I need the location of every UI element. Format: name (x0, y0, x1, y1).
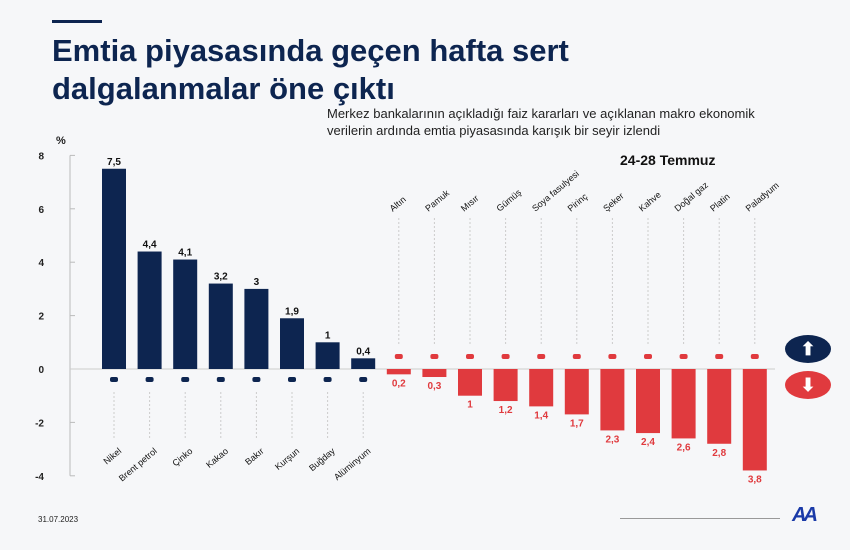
chart-subtitle: Merkez bankalarının açıkladığı faiz kara… (327, 106, 755, 138)
y-tick-label: -4 (35, 472, 44, 483)
bar-Kahve (636, 369, 660, 434)
commodity-icon (430, 354, 439, 359)
value-label: 1,9 (285, 306, 299, 317)
bar-Paladyum (742, 369, 767, 471)
arrow-down-icon: ⬇ (785, 371, 831, 399)
value-label: 1 (467, 400, 473, 411)
category-label: Mısır (459, 193, 481, 214)
commodity-icon (466, 354, 474, 359)
value-label: 1,7 (570, 418, 584, 429)
category-label: Çinko (170, 446, 194, 468)
y-tick-label: -2 (35, 418, 44, 429)
bar-Şeker (600, 369, 625, 431)
footer-divider (620, 518, 780, 519)
category-label: Şeker (601, 191, 625, 214)
value-label: 1 (325, 330, 331, 341)
bar-Soya fasulyesi (529, 369, 554, 407)
bar-Bakır (244, 288, 269, 369)
value-label: 3,2 (214, 272, 228, 283)
value-label: 4,1 (178, 248, 192, 259)
category-label: Bakır (243, 446, 266, 467)
bar-Doğal gaz (671, 369, 696, 439)
commodity-icon (679, 354, 688, 359)
period-label: 24-28 Temmuz (620, 152, 716, 168)
bar-Pirinç (564, 369, 589, 415)
category-label: Doğal gaz (672, 180, 710, 214)
category-label: Nikel (102, 446, 124, 467)
category-label: Gümüş (494, 187, 523, 214)
category-label: Brent petrol (117, 446, 159, 484)
bar-Buğday (315, 342, 340, 369)
value-label: 0,3 (427, 381, 441, 392)
footer-date: 31.07.2023 (38, 515, 79, 524)
commodity-icon (288, 377, 296, 382)
bar-Alüminyum (351, 358, 376, 369)
commodity-icon (715, 354, 724, 359)
value-label: 0,2 (392, 378, 406, 389)
value-label: 0,4 (356, 346, 370, 357)
bar-Çinko (173, 259, 198, 369)
commodity-icon (608, 354, 617, 359)
commodity-icon (181, 377, 190, 382)
y-tick-label: 0 (38, 365, 44, 376)
title-rule (52, 20, 102, 23)
category-label: Pamuk (423, 188, 451, 214)
commodity-icon (216, 377, 225, 382)
category-label: Buğday (307, 446, 337, 474)
value-label: 4,4 (143, 240, 157, 251)
y-tick-label: 4 (38, 258, 44, 269)
value-label: 2,3 (605, 434, 619, 445)
commodity-icon (394, 354, 403, 359)
category-label: Platin (708, 191, 732, 213)
chart-title: Emtia piyasasında geçen hafta sert dalga… (52, 33, 569, 106)
bar-Pamuk (422, 369, 447, 378)
bar-Brent petrol (137, 251, 162, 369)
bar-Platin (707, 369, 732, 444)
y-tick-label: 6 (38, 205, 44, 216)
category-label: Altın (388, 194, 408, 213)
commodity-icon (110, 377, 118, 382)
arrow-up-icon: ⬆ (785, 335, 831, 363)
bar-Nikel (102, 168, 126, 369)
y-axis-label: % (56, 135, 66, 147)
bar-Mısır (458, 369, 482, 396)
commodity-icon (145, 377, 154, 382)
bar-Kakao (208, 283, 233, 369)
bar-Altın (386, 369, 411, 375)
commodity-icon (572, 354, 581, 359)
commodity-icon (252, 377, 261, 382)
commodity-icon (323, 377, 332, 382)
y-tick-label: 8 (38, 151, 44, 162)
commodity-icon (501, 354, 510, 359)
value-label: 2,8 (712, 448, 726, 459)
aa-logo: AA (792, 504, 818, 526)
commodity-icon (359, 377, 368, 382)
bar-Gümüş (493, 369, 518, 402)
value-label: 1,2 (499, 405, 513, 416)
y-tick-label: 2 (38, 312, 44, 323)
value-label: 2,6 (677, 442, 691, 453)
category-label: Paladyum (744, 180, 781, 213)
category-label: Kahve (637, 189, 663, 213)
value-label: 1,4 (534, 410, 548, 421)
value-label: 3,8 (748, 474, 762, 485)
value-label: 7,5 (107, 157, 121, 168)
value-label: 2,4 (641, 437, 655, 448)
category-label: Kakao (204, 446, 230, 470)
commodity-icon (537, 354, 546, 359)
category-label: Kurşun (273, 446, 301, 472)
category-label: Pirinç (566, 191, 590, 213)
commodity-icon (750, 354, 759, 359)
value-label: 3 (254, 277, 260, 288)
bar-Kurşun (280, 318, 304, 369)
category-label: Alüminyum (332, 446, 373, 482)
commodity-icon (644, 354, 652, 359)
